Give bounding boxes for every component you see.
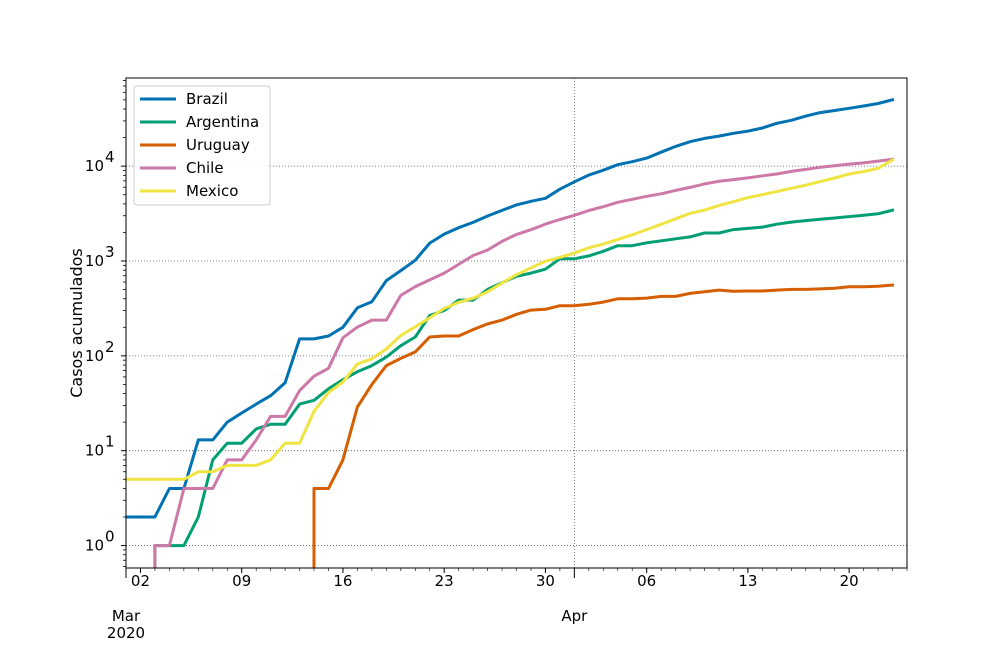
x-tick-label: 23 [435,572,454,590]
x-tick-label: 13 [738,572,757,590]
series-line-mexico [126,157,895,481]
y-tick-label: 10 [85,252,104,270]
y-axis-label: Casos acumulados [67,248,86,398]
x-tick-label: 30 [536,572,555,590]
y-tick-label: 10 [85,157,104,175]
x-tick-label: 09 [232,572,251,590]
x-tick-label: 02 [131,572,150,590]
y-tick-exponent: 2 [105,338,115,356]
x-year-label: 2020 [107,624,145,642]
legend-label-uruguay: Uruguay [186,136,250,154]
x-tick-label: 16 [333,572,352,590]
x-month-label: Apr [561,607,588,625]
x-tick-label: 06 [637,572,656,590]
legend-label-argentina: Argentina [186,113,259,131]
y-tick-exponent: 1 [105,433,115,451]
series-line-brazil [126,97,895,519]
x-month-label: Mar [112,607,141,625]
series-line-chile [153,157,895,568]
legend-label-chile: Chile [186,159,224,177]
y-tick-label: 10 [85,347,104,365]
grid-lines [126,78,907,568]
legend-label-brazil: Brazil [186,90,228,108]
y-tick-label: 10 [85,442,104,460]
legend-label-mexico: Mexico [186,182,238,200]
legend-box [133,85,271,206]
legend: Brazil Argentina Uruguay Chile Mexico [133,85,271,206]
series-line-uruguay [312,283,895,568]
y-tick-exponent: 0 [105,528,115,546]
y-tick-label: 10 [85,537,104,555]
y-tick-exponent: 4 [105,148,115,166]
y-tick-exponent: 3 [105,243,115,261]
x-tick-label: 20 [840,572,859,590]
plot-lines [126,97,895,568]
